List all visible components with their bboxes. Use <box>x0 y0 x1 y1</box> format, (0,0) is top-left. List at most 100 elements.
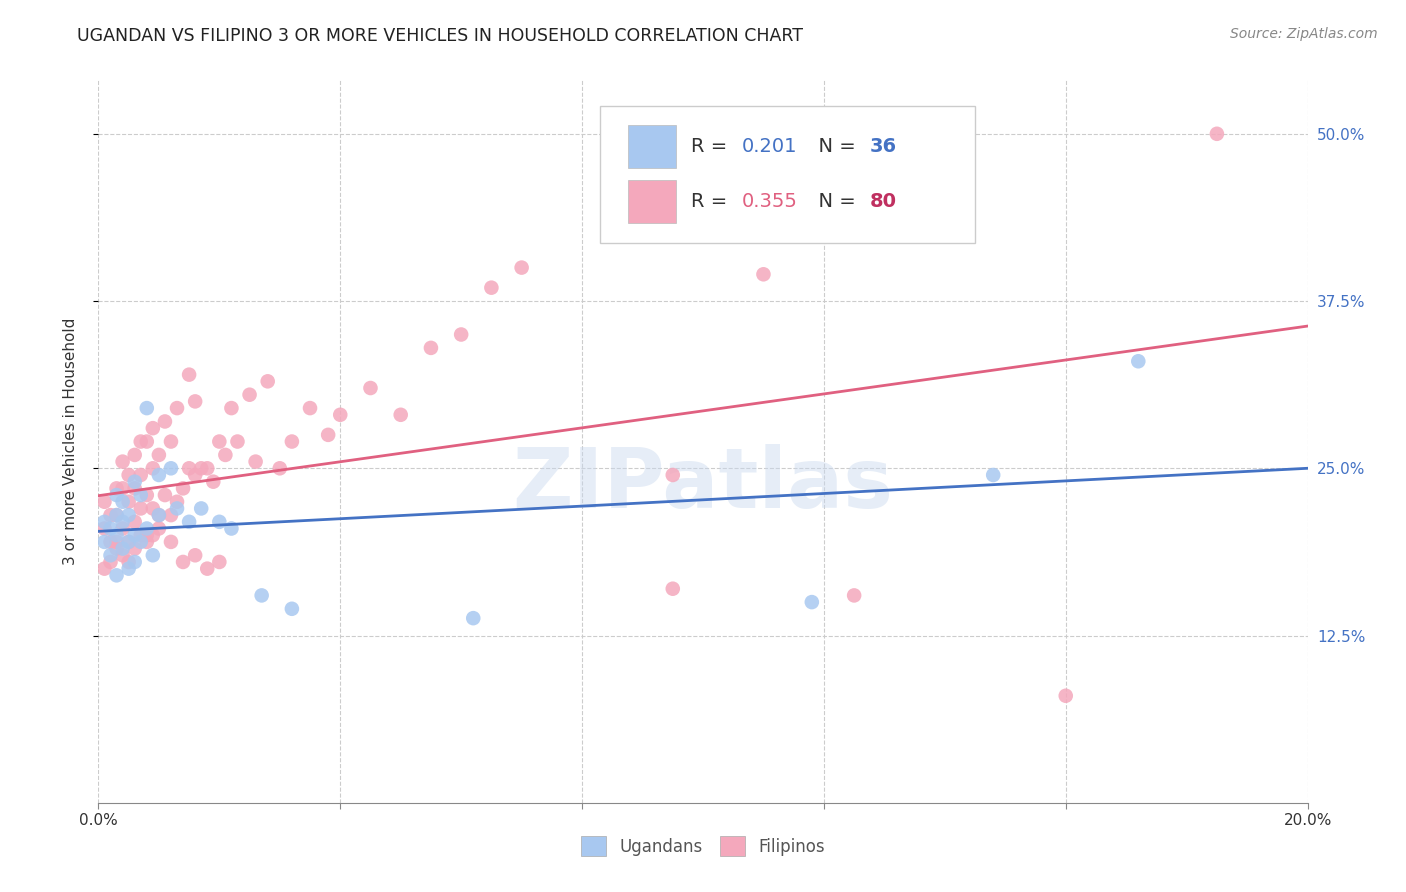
Point <box>316 427 339 442</box>
Point <box>105 541 128 556</box>
FancyBboxPatch shape <box>628 180 676 223</box>
Point <box>142 421 165 435</box>
Point <box>1128 354 1150 368</box>
Point <box>179 368 201 382</box>
FancyBboxPatch shape <box>628 125 676 169</box>
Point <box>142 548 165 563</box>
Point <box>661 467 683 482</box>
Point <box>148 448 170 462</box>
Point <box>135 534 157 549</box>
Text: 0.355: 0.355 <box>742 192 797 211</box>
Point <box>153 488 176 502</box>
Point <box>111 541 134 556</box>
Point <box>105 568 128 582</box>
Point <box>221 521 243 535</box>
Point <box>299 401 322 416</box>
Point <box>1206 127 1229 141</box>
Text: UGANDAN VS FILIPINO 3 OR MORE VEHICLES IN HOUSEHOLD CORRELATION CHART: UGANDAN VS FILIPINO 3 OR MORE VEHICLES I… <box>77 27 803 45</box>
Point <box>269 461 291 475</box>
Point <box>105 488 128 502</box>
Point <box>329 408 352 422</box>
Point <box>111 521 134 535</box>
Point <box>214 448 236 462</box>
Point <box>221 401 243 416</box>
Point <box>100 555 122 569</box>
Point <box>135 528 157 542</box>
Point <box>172 555 194 569</box>
Point <box>118 534 141 549</box>
Point <box>166 494 188 508</box>
Text: N =: N = <box>806 137 862 156</box>
Point <box>118 508 141 523</box>
Point <box>166 501 188 516</box>
Point <box>111 482 134 496</box>
Point <box>800 595 823 609</box>
Point <box>160 461 183 475</box>
Point <box>148 508 170 523</box>
Point <box>135 488 157 502</box>
Point <box>844 589 866 603</box>
Point <box>100 548 122 563</box>
Point <box>118 467 141 482</box>
Point <box>93 521 115 535</box>
Point <box>93 494 115 508</box>
Point <box>281 602 304 616</box>
Point <box>111 515 134 529</box>
Point <box>105 528 128 542</box>
Text: 80: 80 <box>870 192 897 211</box>
Point <box>111 455 134 469</box>
Point <box>160 508 183 523</box>
Text: 0.201: 0.201 <box>742 137 797 156</box>
Text: Source: ZipAtlas.com: Source: ZipAtlas.com <box>1230 27 1378 41</box>
Point <box>153 414 176 429</box>
Point <box>250 589 273 603</box>
Point <box>135 401 157 416</box>
Point <box>129 534 152 549</box>
Point <box>245 455 267 469</box>
Point <box>463 611 485 625</box>
Point <box>208 434 231 449</box>
Point <box>148 508 170 523</box>
Text: ZIPatlas: ZIPatlas <box>513 444 893 525</box>
Point <box>135 521 157 535</box>
Point <box>160 534 183 549</box>
Point <box>100 508 122 523</box>
Point <box>111 548 134 563</box>
Point <box>148 521 170 535</box>
Point <box>190 501 212 516</box>
Point <box>239 387 262 401</box>
Point <box>129 434 152 449</box>
Point <box>420 341 443 355</box>
Text: R =: R = <box>690 137 734 156</box>
FancyBboxPatch shape <box>600 105 976 243</box>
Point <box>661 582 683 596</box>
Text: 36: 36 <box>870 137 897 156</box>
Y-axis label: 3 or more Vehicles in Household: 3 or more Vehicles in Household <box>63 318 77 566</box>
Point <box>93 534 115 549</box>
Point <box>389 408 412 422</box>
Point <box>105 482 128 496</box>
Point <box>179 515 201 529</box>
Point <box>124 448 146 462</box>
Point <box>124 528 146 542</box>
Point <box>1054 689 1077 703</box>
Point <box>124 482 146 496</box>
Point <box>142 461 165 475</box>
Point <box>281 434 304 449</box>
Point <box>118 555 141 569</box>
Point <box>111 494 134 508</box>
Point <box>208 555 231 569</box>
Point <box>129 488 152 502</box>
Point <box>752 268 775 282</box>
Point <box>118 534 141 549</box>
Point <box>148 467 170 482</box>
Point <box>93 515 115 529</box>
Point <box>202 475 225 489</box>
Point <box>160 434 183 449</box>
Point <box>226 434 249 449</box>
Point <box>118 562 141 576</box>
Text: N =: N = <box>806 192 862 211</box>
Point <box>190 461 212 475</box>
Point <box>184 467 207 482</box>
Point <box>118 494 141 508</box>
